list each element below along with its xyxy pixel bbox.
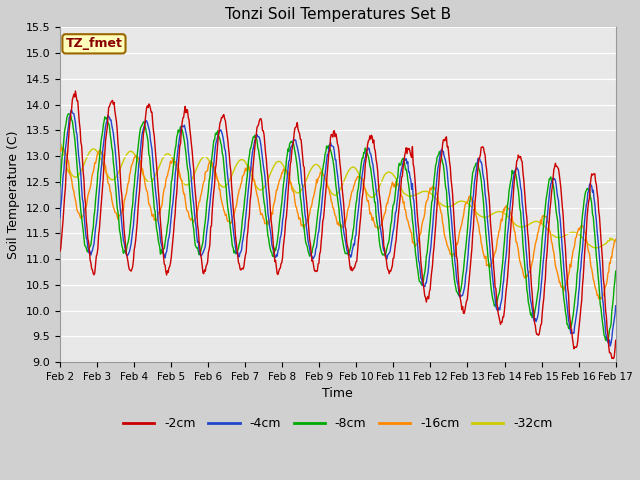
-32cm bbox=[56, 137, 64, 143]
-16cm bbox=[180, 191, 188, 196]
-16cm bbox=[406, 227, 414, 232]
-2cm bbox=[72, 88, 79, 94]
-16cm bbox=[60, 144, 67, 150]
Y-axis label: Soil Temperature (C): Soil Temperature (C) bbox=[7, 131, 20, 259]
-32cm bbox=[422, 189, 429, 194]
-32cm bbox=[66, 168, 74, 174]
Line: -32cm: -32cm bbox=[60, 140, 616, 248]
-2cm bbox=[124, 259, 132, 264]
-8cm bbox=[210, 137, 218, 143]
-4cm bbox=[406, 175, 414, 180]
-32cm bbox=[612, 239, 620, 244]
-16cm bbox=[124, 180, 132, 186]
-4cm bbox=[612, 303, 620, 309]
-32cm bbox=[209, 166, 217, 172]
-8cm bbox=[180, 139, 188, 144]
Title: Tonzi Soil Temperatures Set B: Tonzi Soil Temperatures Set B bbox=[225, 7, 451, 22]
-4cm bbox=[56, 215, 64, 220]
-2cm bbox=[422, 299, 430, 305]
-4cm bbox=[607, 343, 614, 349]
-8cm bbox=[56, 183, 64, 189]
-2cm bbox=[210, 189, 218, 194]
-4cm bbox=[180, 122, 188, 128]
-8cm bbox=[422, 253, 430, 259]
-8cm bbox=[406, 194, 414, 200]
-2cm bbox=[56, 249, 64, 254]
Line: -16cm: -16cm bbox=[60, 147, 616, 299]
-16cm bbox=[422, 199, 430, 205]
-8cm bbox=[65, 111, 72, 117]
Line: -8cm: -8cm bbox=[60, 114, 616, 341]
-4cm bbox=[66, 113, 74, 119]
-2cm bbox=[612, 337, 620, 343]
-32cm bbox=[406, 193, 413, 199]
-32cm bbox=[180, 180, 188, 186]
-16cm bbox=[210, 163, 218, 169]
-32cm bbox=[592, 245, 600, 251]
-4cm bbox=[68, 107, 76, 113]
-8cm bbox=[604, 338, 611, 344]
-32cm bbox=[124, 151, 131, 156]
Line: -2cm: -2cm bbox=[60, 91, 616, 359]
-2cm bbox=[609, 356, 617, 361]
-2cm bbox=[180, 108, 188, 114]
-8cm bbox=[124, 240, 132, 246]
-4cm bbox=[210, 161, 218, 167]
X-axis label: Time: Time bbox=[323, 387, 353, 400]
-2cm bbox=[406, 149, 414, 155]
-16cm bbox=[612, 237, 620, 242]
-4cm bbox=[422, 280, 430, 286]
-2cm bbox=[66, 119, 74, 124]
-8cm bbox=[612, 268, 620, 274]
Text: TZ_fmet: TZ_fmet bbox=[65, 37, 122, 50]
-16cm bbox=[596, 296, 604, 302]
-16cm bbox=[56, 147, 64, 153]
Line: -4cm: -4cm bbox=[60, 110, 616, 346]
-16cm bbox=[67, 173, 75, 179]
-8cm bbox=[67, 113, 75, 119]
-4cm bbox=[124, 252, 132, 258]
Legend: -2cm, -4cm, -8cm, -16cm, -32cm: -2cm, -4cm, -8cm, -16cm, -32cm bbox=[118, 412, 557, 435]
